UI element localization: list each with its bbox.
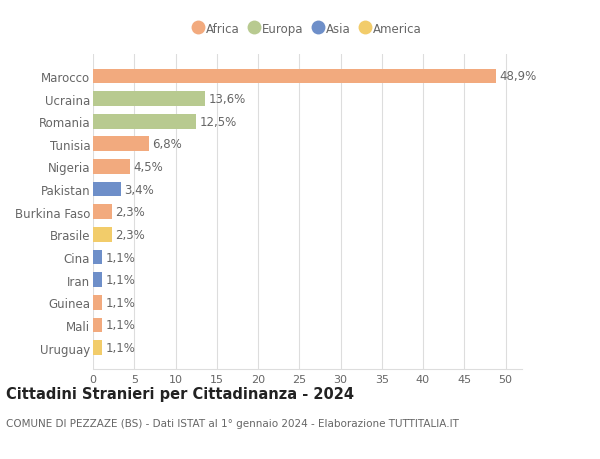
Bar [93,205,112,219]
Text: 2,3%: 2,3% [115,206,145,219]
Text: 6,8%: 6,8% [152,138,182,151]
Bar [93,295,102,310]
Bar [93,273,102,287]
Text: 1,1%: 1,1% [106,251,135,264]
Text: 48,9%: 48,9% [500,70,537,83]
Bar [93,137,149,152]
Text: 2,3%: 2,3% [115,229,145,241]
Text: 3,4%: 3,4% [124,183,154,196]
Text: COMUNE DI PEZZAZE (BS) - Dati ISTAT al 1° gennaio 2024 - Elaborazione TUTTITALIA: COMUNE DI PEZZAZE (BS) - Dati ISTAT al 1… [6,418,459,428]
Text: Cittadini Stranieri per Cittadinanza - 2024: Cittadini Stranieri per Cittadinanza - 2… [6,386,354,402]
Bar [93,228,112,242]
Bar [93,160,130,174]
Bar [93,318,102,333]
Text: 4,5%: 4,5% [133,161,163,174]
Bar [93,115,196,129]
Text: 1,1%: 1,1% [106,341,135,354]
Legend: Africa, Europa, Asia, America: Africa, Europa, Asia, America [191,20,424,38]
Text: 13,6%: 13,6% [209,93,246,106]
Text: 1,1%: 1,1% [106,319,135,332]
Bar [93,341,102,355]
Text: 1,1%: 1,1% [106,296,135,309]
Text: 1,1%: 1,1% [106,274,135,286]
Bar [93,250,102,265]
Bar [93,69,496,84]
Bar [93,92,205,106]
Bar [93,182,121,197]
Text: 12,5%: 12,5% [199,115,236,129]
